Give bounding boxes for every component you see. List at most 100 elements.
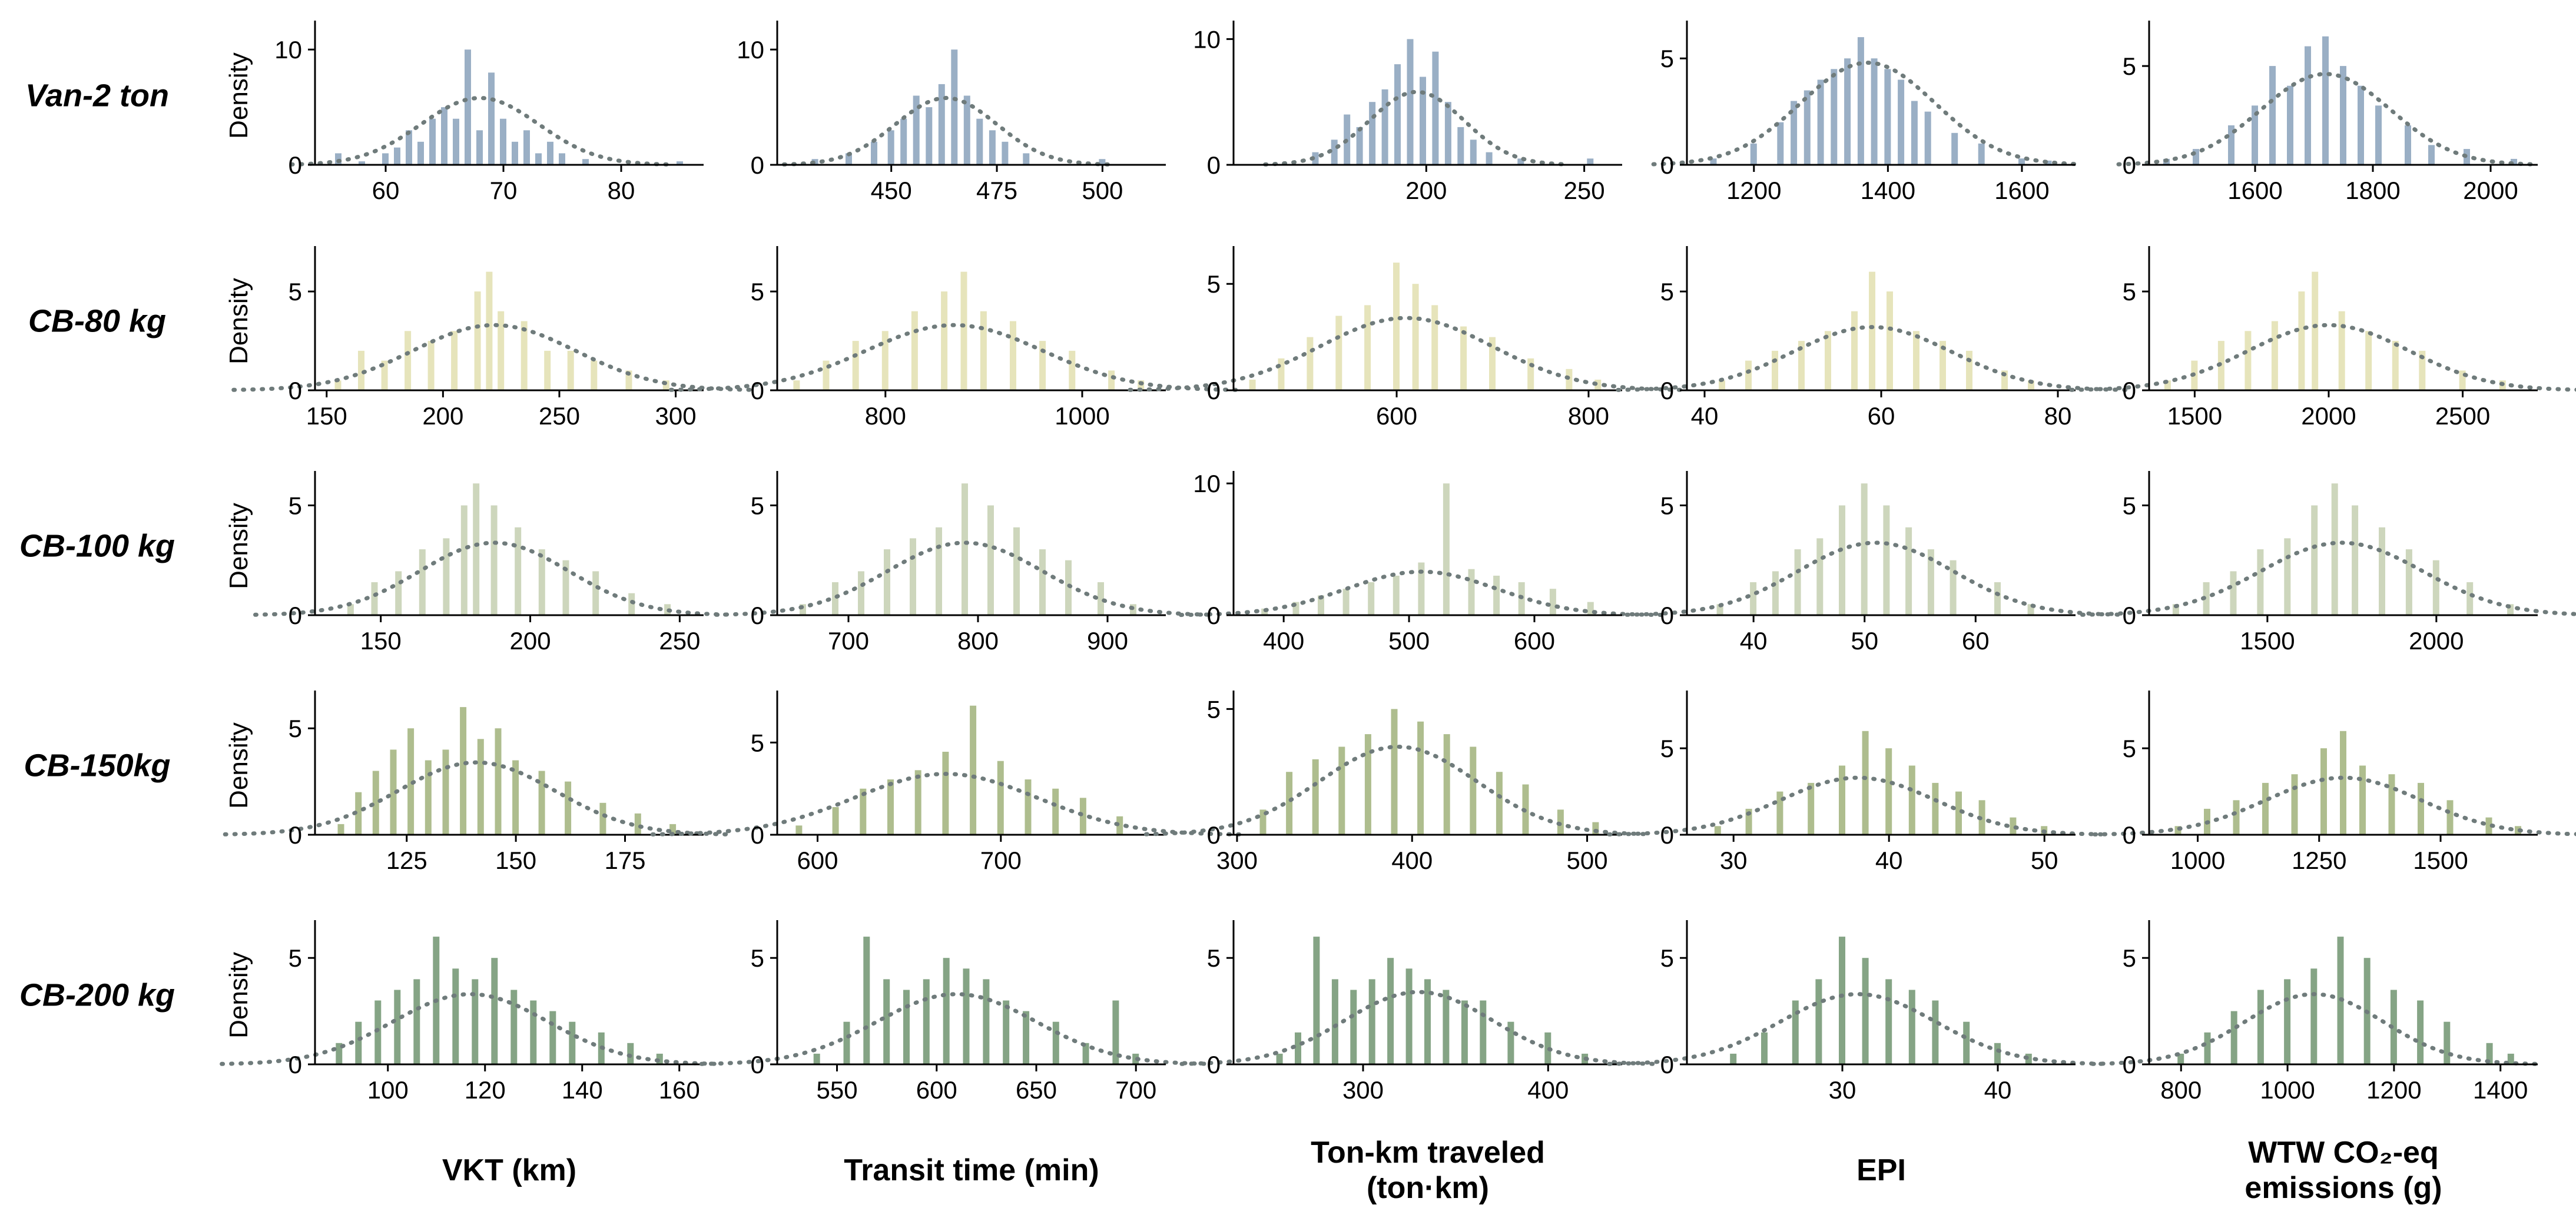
- x-tick-label: 450: [871, 177, 912, 204]
- row-label: Van-2 ton: [25, 78, 169, 114]
- histogram-bar: [2245, 331, 2252, 390]
- histogram-bar: [2018, 158, 2025, 165]
- histogram-bar: [1489, 337, 1496, 390]
- histogram-bar: [1761, 1032, 1768, 1064]
- y-tick-label: 0: [289, 1051, 302, 1078]
- histogram-bar: [2419, 350, 2426, 390]
- normal-fit-curve: [714, 540, 1216, 617]
- y-tick-label: 5: [2123, 492, 2136, 519]
- histogram-bar: [903, 990, 910, 1064]
- y-tick-label: 10: [737, 36, 764, 64]
- histogram-bar: [2252, 105, 2258, 165]
- normal-fit-curve: [699, 992, 1214, 1066]
- histogram-bar: [582, 159, 589, 165]
- x-tick-label: 800: [1568, 402, 1609, 430]
- histogram-bar: [1839, 505, 1845, 615]
- histogram-bar: [592, 571, 599, 615]
- histogram-bar: [832, 582, 838, 615]
- histogram-bar: [2287, 85, 2293, 165]
- histogram-bar: [1817, 79, 1824, 165]
- histogram-bar: [938, 84, 945, 165]
- normal-fit-curve: [2116, 72, 2535, 167]
- histogram-bar: [1313, 937, 1320, 1064]
- histogram-bar: [2028, 380, 2034, 390]
- histogram-bar: [1777, 122, 1784, 165]
- histogram-bar: [523, 130, 530, 165]
- histogram-bar: [2001, 370, 2008, 390]
- histogram-bar: [1913, 331, 1919, 390]
- histogram-bar: [1470, 746, 1477, 835]
- histogram-bar: [852, 341, 859, 390]
- histogram-bar: [491, 958, 498, 1064]
- histogram-bar: [490, 505, 498, 615]
- histogram-bar: [1286, 772, 1293, 835]
- histogram-bar: [1443, 734, 1450, 835]
- y-tick-label: 5: [1660, 45, 1674, 72]
- y-tick-label: 0: [751, 1051, 764, 1078]
- normal-fit-curve: [2093, 775, 2576, 837]
- histogram-bar: [520, 321, 528, 390]
- x-tick-label: 475: [976, 177, 1017, 204]
- histogram-bar: [823, 360, 830, 390]
- histogram-bar: [936, 527, 942, 615]
- histogram-bar: [1566, 369, 1573, 390]
- histogram-bar: [2375, 105, 2382, 165]
- histogram-bar: [1885, 979, 1892, 1064]
- histogram-bar: [1587, 158, 1594, 165]
- histogram-bar: [1994, 582, 2001, 615]
- histogram-bar: [1368, 582, 1375, 615]
- x-tick-label: 1500: [2413, 847, 2468, 874]
- histogram-bar: [1883, 505, 1890, 615]
- x-tick-label: 550: [816, 1076, 857, 1104]
- histogram-bar: [417, 141, 424, 165]
- x-tick-label: 70: [490, 177, 518, 204]
- histogram-bar: [535, 153, 542, 165]
- y-tick-label: 5: [2123, 735, 2136, 762]
- histogram-panel: 100 120 140 160 0 5 Density: [220, 920, 721, 1104]
- histogram-bar: [677, 161, 683, 165]
- histogram-bar: [1794, 549, 1801, 615]
- normal-fit-curve: [1607, 775, 2109, 837]
- histogram-bar: [569, 1021, 576, 1064]
- histogram-bar: [1803, 90, 1811, 165]
- histogram-bar: [1885, 748, 1892, 835]
- y-tick-label: 0: [2123, 151, 2136, 179]
- y-tick-label: 0: [1207, 151, 1221, 179]
- histogram-bar: [2390, 990, 2397, 1064]
- x-tick-label: 500: [1082, 177, 1123, 204]
- row-label: CB-100 kg: [19, 529, 175, 564]
- histogram-bar: [1412, 284, 1419, 390]
- histogram-bar: [2257, 990, 2264, 1064]
- x-tick-label: 150: [495, 847, 536, 874]
- histogram-bar: [1405, 968, 1413, 1064]
- histogram-bar: [2312, 271, 2319, 390]
- histogram-bar: [372, 771, 379, 835]
- histogram-bar: [1815, 979, 1822, 1064]
- histogram-panel: 550 600 650 700 0 5: [699, 920, 1214, 1104]
- histogram-bar: [394, 990, 401, 1064]
- histogram-bar: [1470, 140, 1477, 165]
- y-tick-label: 5: [2123, 278, 2136, 306]
- histogram-bar: [1331, 140, 1338, 165]
- histogram-bar: [987, 505, 994, 615]
- histogram-bar: [2284, 538, 2291, 615]
- x-tick-label: 700: [1115, 1076, 1156, 1104]
- histogram-bar: [883, 979, 890, 1064]
- histogram-bar: [1364, 734, 1371, 835]
- histogram-bar: [926, 107, 933, 165]
- histogram-bar: [1861, 483, 1868, 615]
- y-tick-label: 0: [1207, 602, 1221, 629]
- histogram-bar: [460, 707, 467, 835]
- histogram-bar: [2174, 826, 2182, 835]
- histogram-bar: [2262, 782, 2269, 835]
- y-tick-label: 5: [2123, 944, 2136, 972]
- y-tick-label: 5: [289, 278, 302, 306]
- histogram-bar: [2322, 36, 2329, 165]
- y-tick-label: 5: [751, 278, 764, 306]
- histogram-bar: [656, 1053, 663, 1064]
- histogram-bar: [832, 807, 839, 835]
- histogram-bar: [1065, 560, 1072, 615]
- histogram-bar: [2338, 311, 2345, 390]
- histogram-bar: [1039, 341, 1046, 390]
- histogram-bar: [1884, 69, 1891, 165]
